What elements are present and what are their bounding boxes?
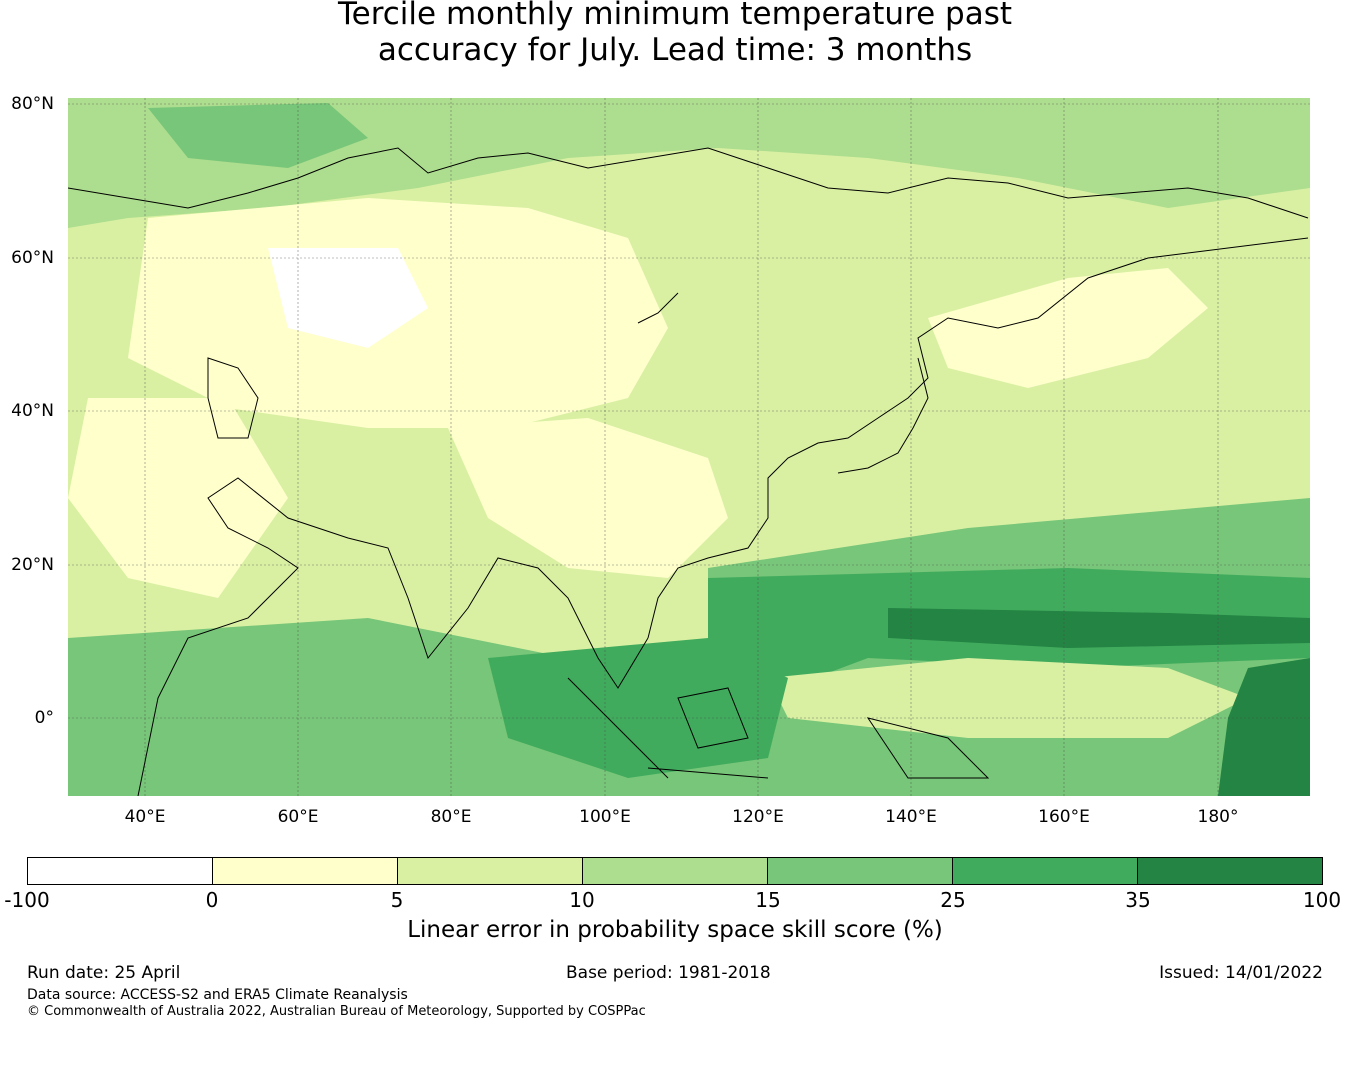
map-svg xyxy=(68,98,1310,796)
colorbar-tick-label: 25 xyxy=(940,888,966,912)
lat-tick-label: 0° xyxy=(34,708,54,728)
coastlines xyxy=(68,147,1309,796)
colorbar-tick-label: 100 xyxy=(1302,888,1342,912)
lon-tick-label: 140°E xyxy=(885,807,937,827)
colorbar-tick-label: 10 xyxy=(569,888,595,912)
lat-tick-label: 80°N xyxy=(11,94,54,114)
lon-tick-label: 80°E xyxy=(430,807,472,827)
issued-date: Issued: 14/01/2022 xyxy=(1159,963,1323,983)
run-date: Run date: 25 April xyxy=(27,963,181,983)
colorbar-tick-label: 5 xyxy=(390,888,404,912)
zone-arctic-sea xyxy=(68,98,1310,228)
colorbar-tick-label: 0 xyxy=(205,888,219,912)
copyright: © Commonwealth of Australia 2022, Austra… xyxy=(27,1004,646,1019)
colorbar-title: Linear error in probability space skill … xyxy=(407,917,943,943)
coast-south-asia xyxy=(137,477,649,796)
zone-arctic-high xyxy=(148,103,368,168)
colorbar-segment xyxy=(583,858,768,884)
colorbar xyxy=(27,857,1323,885)
zone-pacific-core xyxy=(888,608,1310,648)
title-line-2: accuracy for July. Lead time: 3 months xyxy=(377,32,973,68)
colorbar-segment xyxy=(398,858,583,884)
colorbar-segment xyxy=(213,858,398,884)
coast-japan xyxy=(837,357,929,474)
coast-arctic xyxy=(68,147,1309,219)
zone-central-asia-white xyxy=(268,248,428,348)
colorbar-segment xyxy=(768,858,953,884)
coast-indonesia xyxy=(567,677,990,779)
zone-se-pacific-core xyxy=(1218,658,1310,796)
graticule xyxy=(68,98,1310,796)
skill-score-map xyxy=(68,98,1310,796)
lat-tick-label: 40°N xyxy=(11,401,54,421)
coast-lake-baikal xyxy=(637,292,679,324)
base-period: Base period: 1981-2018 xyxy=(566,963,771,983)
zone-arabia-low xyxy=(68,398,288,598)
lon-tick-label: 100°E xyxy=(579,807,631,827)
data-source: Data source: ACCESS-S2 and ERA5 Climate … xyxy=(27,987,408,1003)
coast-caspian xyxy=(207,357,259,439)
lon-tick-label: 120°E xyxy=(732,807,784,827)
chart-title: Tercile monthly minimum temperature past… xyxy=(0,0,1350,68)
lat-tick-label: 20°N xyxy=(11,555,54,575)
colorbar-segment xyxy=(28,858,213,884)
zone-maritime-core xyxy=(488,638,788,778)
lat-tick-label: 60°N xyxy=(11,248,54,268)
colorbar-tick-label: -100 xyxy=(4,888,50,912)
lon-tick-label: 180° xyxy=(1197,807,1239,827)
colorbar-tick-label: 35 xyxy=(1125,888,1151,912)
colorbar-segment xyxy=(953,858,1138,884)
zone-china-low xyxy=(448,418,728,578)
zone-far-east-low xyxy=(928,268,1208,388)
title-line-1: Tercile monthly minimum temperature past xyxy=(337,0,1013,32)
lon-tick-label: 160°E xyxy=(1038,807,1090,827)
coast-pacific-east-asia xyxy=(647,237,1309,639)
lon-tick-label: 60°E xyxy=(277,807,319,827)
colorbar-tick-label: 15 xyxy=(755,888,781,912)
colorbar-segment xyxy=(1138,858,1322,884)
lon-tick-label: 40°E xyxy=(124,807,166,827)
